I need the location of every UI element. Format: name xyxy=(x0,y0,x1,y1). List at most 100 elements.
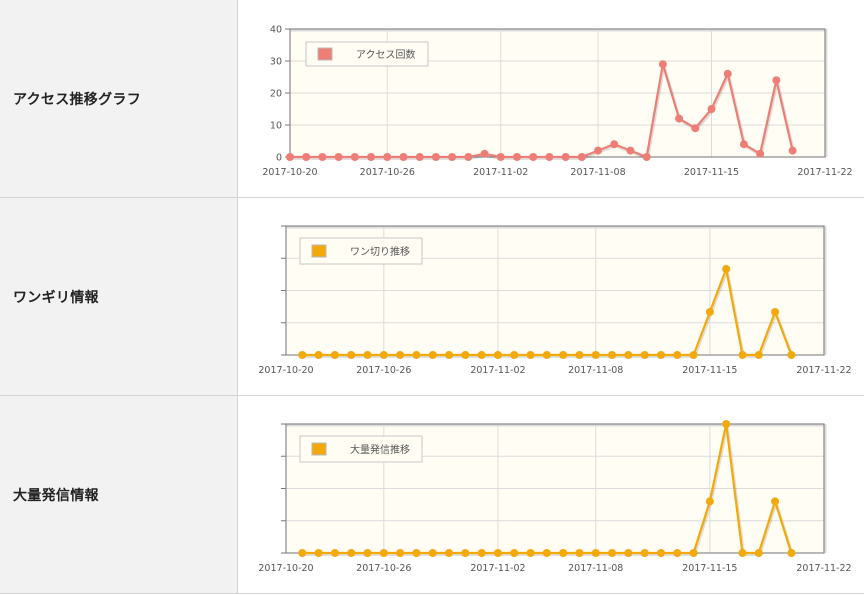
data-point xyxy=(464,153,473,161)
y-tick-label: 10 xyxy=(270,121,282,132)
data-point xyxy=(396,351,405,359)
x-tick-label: 2017-10-20 xyxy=(262,167,317,178)
data-point xyxy=(656,351,665,359)
data-point xyxy=(363,549,372,557)
x-tick-label: 2017-10-20 xyxy=(258,365,313,376)
data-point xyxy=(658,60,667,69)
data-point xyxy=(379,351,388,359)
data-point xyxy=(640,351,649,359)
x-tick-label: 2017-11-08 xyxy=(568,365,623,376)
data-point xyxy=(363,351,372,359)
data-point xyxy=(608,549,617,557)
access-trend-chart: 2017-10-20 2017-10-26 2017-11-02 2017-11-08… xyxy=(262,25,852,179)
data-point xyxy=(691,124,700,133)
data-point xyxy=(461,351,470,359)
data-point xyxy=(559,549,568,557)
x-tick-label: 2017-11-22 xyxy=(797,167,852,178)
data-point xyxy=(738,351,747,359)
x-tick-label: 2017-10-20 xyxy=(258,563,313,574)
data-point xyxy=(298,351,307,359)
data-point xyxy=(302,153,311,161)
data-point xyxy=(561,153,570,161)
data-point xyxy=(396,549,405,557)
data-point xyxy=(399,153,408,161)
data-point xyxy=(383,153,392,161)
data-point xyxy=(448,153,457,161)
data-point xyxy=(642,153,651,161)
mass-call-chart-cell: 2017-10-20 2017-10-26 2017-11-02 2017-11-08… xyxy=(238,396,864,593)
data-point xyxy=(624,351,633,359)
data-point xyxy=(542,351,551,359)
data-point xyxy=(656,549,665,557)
data-point xyxy=(771,497,780,506)
table-row-mass-call: 大量発信情報 2017-10-20 2017-10-26 2017-11-02 201… xyxy=(0,396,864,594)
data-point xyxy=(542,549,551,557)
data-point xyxy=(787,549,796,557)
x-tick-label: 2017-10-26 xyxy=(356,563,411,574)
data-point xyxy=(705,308,714,316)
data-point xyxy=(575,549,584,557)
legend-label: ワン切り推移 xyxy=(350,245,410,258)
data-point xyxy=(529,153,538,161)
data-point xyxy=(347,549,356,557)
data-point xyxy=(675,114,684,123)
data-point xyxy=(431,153,440,161)
data-point xyxy=(722,420,731,428)
data-point xyxy=(510,549,519,557)
data-point xyxy=(640,549,649,557)
data-point xyxy=(705,497,714,506)
table-row-one-ring: ワンギリ情報 2017-10-20 2017-10-26 2017-11-02 201… xyxy=(0,198,864,396)
row-header-access: アクセス推移グラフ xyxy=(0,0,238,197)
data-point xyxy=(608,351,617,359)
data-point xyxy=(526,549,535,557)
data-point xyxy=(493,549,502,557)
data-point xyxy=(577,153,586,161)
data-point xyxy=(347,351,356,359)
data-point xyxy=(298,549,307,557)
data-point xyxy=(754,351,763,359)
data-point xyxy=(559,351,568,359)
data-point xyxy=(626,146,635,155)
data-point xyxy=(445,549,454,557)
x-tick-label: 2017-11-22 xyxy=(796,365,851,376)
data-point xyxy=(330,351,339,359)
one-ring-trend-chart: 2017-10-20 2017-10-26 2017-11-02 2017-11-08… xyxy=(258,225,852,376)
x-tick-label: 2017-10-26 xyxy=(356,365,411,376)
y-tick-label: 30 xyxy=(270,57,282,68)
data-point xyxy=(496,153,505,161)
legend-swatch xyxy=(311,244,327,258)
data-point xyxy=(445,351,454,359)
data-point xyxy=(330,549,339,557)
data-point xyxy=(314,351,323,359)
data-point xyxy=(318,153,327,161)
data-point xyxy=(738,549,747,557)
data-point xyxy=(575,351,584,359)
data-point xyxy=(512,153,521,161)
data-point xyxy=(379,549,388,557)
legend-label: アクセス回数 xyxy=(356,48,416,61)
x-tick-label: 2017-11-02 xyxy=(473,167,528,178)
data-point xyxy=(461,549,470,557)
data-point xyxy=(772,76,781,85)
data-point xyxy=(673,351,682,359)
y-tick-label: 20 xyxy=(270,89,282,100)
data-point xyxy=(480,149,489,158)
data-point xyxy=(787,351,796,359)
data-point xyxy=(415,153,424,161)
legend-swatch xyxy=(311,442,327,456)
data-point xyxy=(477,351,486,359)
x-tick-label: 2017-11-08 xyxy=(568,563,623,574)
data-point xyxy=(689,351,698,359)
row-label-mass-call: 大量発信情報 xyxy=(13,487,99,504)
mass-call-trend-chart: 2017-10-20 2017-10-26 2017-11-02 2017-11-08… xyxy=(258,420,852,574)
data-point xyxy=(412,351,421,359)
data-point xyxy=(723,69,732,78)
x-tick-label: 2017-11-15 xyxy=(682,365,737,376)
data-point xyxy=(707,105,716,113)
row-header-one-ring: ワンギリ情報 xyxy=(0,198,238,395)
x-tick-label: 2017-11-15 xyxy=(682,563,737,574)
data-point xyxy=(673,549,682,557)
legend-swatch xyxy=(317,47,333,61)
data-point xyxy=(624,549,633,557)
